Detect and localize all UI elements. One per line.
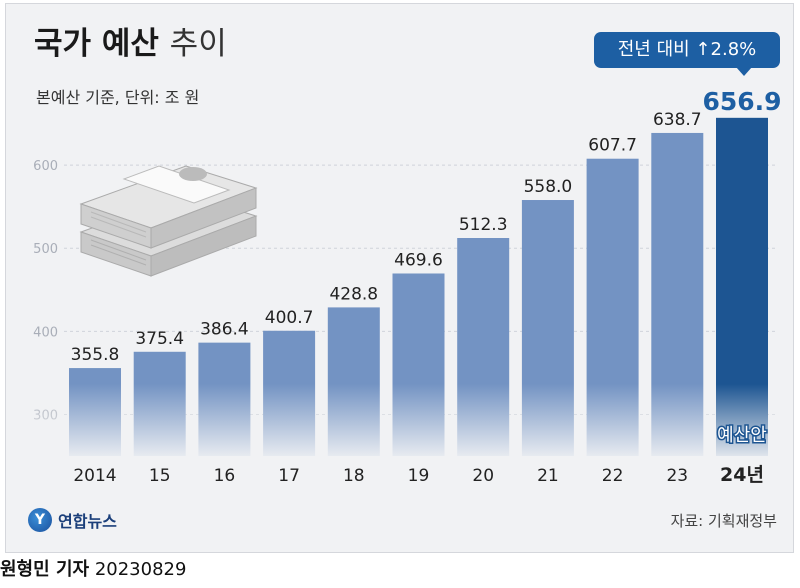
- x-category-label: 17: [278, 466, 300, 486]
- y-tick-label: 400: [33, 325, 58, 340]
- chart-title: 국가 예산 추이: [34, 24, 227, 64]
- bar-value-label: 386.4: [200, 320, 249, 340]
- badge-pointer: [736, 67, 752, 76]
- reporter-credit: 원형민 기자 20230829: [0, 555, 186, 581]
- x-category-label: 15: [149, 466, 171, 486]
- bar-value-label: 428.8: [329, 284, 378, 304]
- title-main: 국가 예산: [34, 26, 159, 62]
- infographic-card: 국가 예산 추이 본예산 기준, 단위: 조 원 300400500600 35: [5, 3, 794, 553]
- y-tick-label: 600: [33, 159, 58, 174]
- bar-value-label: 469.6: [394, 250, 443, 270]
- category-labels: 2014 15 16 17 18 19 20 21 22 23 24년: [73, 464, 764, 486]
- value-labels: 355.8 375.4 386.4 400.7 428.8 469.6 512.3 558.0…: [71, 87, 782, 448]
- title-suffix: 추이: [169, 26, 227, 62]
- x-category-label: 21: [537, 466, 559, 486]
- x-category-label: 18: [343, 466, 365, 486]
- bar-value-label: 375.4: [135, 329, 184, 349]
- bar-value-label: 638.7: [653, 110, 702, 130]
- bar-value-label: 656.9: [702, 87, 781, 116]
- logo-text: 연합뉴스: [58, 512, 117, 531]
- bar-value-label: 355.8: [71, 345, 120, 365]
- x-category-label: 23: [666, 466, 688, 486]
- x-category-label: 16: [214, 466, 236, 486]
- reporter-name: 원형민 기자: [0, 559, 90, 580]
- reporter-date: 20230829: [94, 559, 187, 580]
- bar-value-label: 512.3: [459, 215, 508, 235]
- bar-value-label: 400.7: [265, 308, 314, 328]
- change-badge: 전년 대비 ↑2.8%: [594, 32, 780, 68]
- money-stack-icon: [79, 165, 258, 277]
- x-category-label: 24년: [720, 464, 764, 486]
- yonhap-logo: Y 연합뉴스: [28, 508, 117, 532]
- source-note: 자료: 기획재정부: [670, 512, 777, 530]
- bar-fade-overlay: [6, 384, 793, 456]
- logo-mark: Y: [28, 508, 52, 532]
- y-tick-label: 500: [33, 242, 58, 257]
- bar-value-label: 607.7: [588, 136, 637, 156]
- x-category-label: 19: [408, 466, 430, 486]
- highlight-note: 예산안: [717, 425, 767, 446]
- chart-subtitle: 본예산 기준, 단위: 조 원: [36, 88, 200, 107]
- x-category-label: 20: [472, 466, 494, 486]
- bar-chart: 300400500600 355.8375.4386.4400.7428.846…: [6, 87, 793, 486]
- x-category-label: 2014: [73, 466, 116, 486]
- bar-value-label: 558.0: [524, 177, 573, 197]
- x-category-label: 22: [602, 466, 624, 486]
